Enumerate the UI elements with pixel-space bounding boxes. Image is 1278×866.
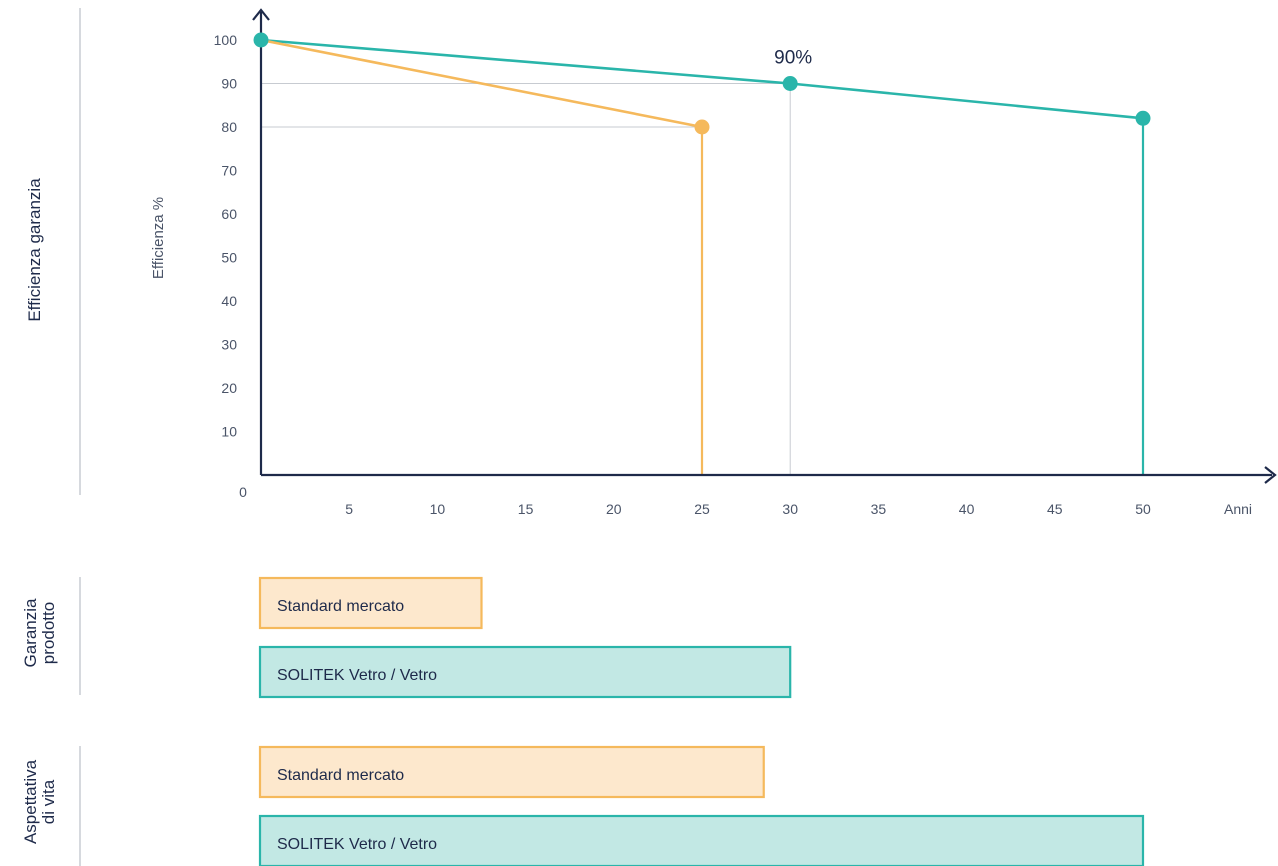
bar-label-group-1-bar-1: SOLITEK Vetro / Vetro xyxy=(277,836,437,853)
y-tick-label-60: 60 xyxy=(221,206,237,222)
y-axis-title: Efficienza % xyxy=(150,197,167,279)
bar-label-group-1-bar-0: Standard mercato xyxy=(277,767,404,784)
y-tick-label-90: 90 xyxy=(221,76,237,92)
x-tick-label-5: 5 xyxy=(345,501,353,517)
x-tick-label-20: 20 xyxy=(606,501,622,517)
data-point-series-0-1 xyxy=(694,119,710,135)
data-point-series-1-1 xyxy=(782,76,798,91)
bar-group-1-bar-1 xyxy=(258,814,1145,866)
chart-layer: Efficienza garanzia Efficienza % 0 10 20 30 40… xyxy=(21,8,1277,866)
x-tick-label-50: 50 xyxy=(1135,501,1151,517)
y-tick-label-40: 40 xyxy=(221,293,237,309)
section-label-group-1-line-0: Aspettativa xyxy=(21,759,40,844)
x-tick-label-30: 30 xyxy=(782,501,798,517)
y-axis-arrow-icon xyxy=(252,8,270,21)
x-tick-label-40: 40 xyxy=(959,501,975,517)
bar-group-1-bar-0 xyxy=(258,745,765,799)
section-label-group-1: Aspettativadi vita xyxy=(21,759,58,844)
series-line-0 xyxy=(260,38,703,129)
series-line-1 xyxy=(260,38,1144,120)
y-tick-label-50: 50 xyxy=(221,250,237,266)
point-annotation: 90% xyxy=(774,48,812,69)
y-tick-label-10: 10 xyxy=(221,424,237,440)
section-label-efficiency: Efficienza garanzia xyxy=(25,178,44,322)
origin-label: 0 xyxy=(239,484,247,500)
bar-label-group-0-bar-1: SOLITEK Vetro / Vetro xyxy=(277,667,437,684)
section-label-group-1-line-1: di vita xyxy=(39,779,58,824)
section-label-group-0-line-0: Garanzia xyxy=(21,598,40,668)
x-tick-label-10: 10 xyxy=(430,501,446,517)
data-point-series-1-2 xyxy=(1135,110,1151,126)
y-tick-label-20: 20 xyxy=(221,380,237,396)
bar-label-group-0-bar-0: Standard mercato xyxy=(277,598,404,615)
y-tick-label-30: 30 xyxy=(221,337,237,353)
x-tick-label-25: 25 xyxy=(694,501,710,517)
x-tick-label-15: 15 xyxy=(518,501,534,517)
y-tick-label-70: 70 xyxy=(221,163,237,179)
data-point-series-1-0 xyxy=(253,32,269,48)
y-tick-label-80: 80 xyxy=(221,119,237,135)
y-tick-label-100: 100 xyxy=(214,32,238,48)
x-axis-title: Anni xyxy=(1224,501,1252,517)
bar-group-0-bar-1 xyxy=(258,645,792,699)
section-label-group-0-line-1: prodotto xyxy=(39,602,58,664)
x-axis-arrow-icon xyxy=(1264,466,1277,484)
bar-group-0-bar-0 xyxy=(258,576,483,630)
section-label-group-0: Garanziaprodotto xyxy=(21,598,58,668)
x-tick-label-35: 35 xyxy=(871,501,887,517)
x-tick-label-45: 45 xyxy=(1047,501,1063,517)
